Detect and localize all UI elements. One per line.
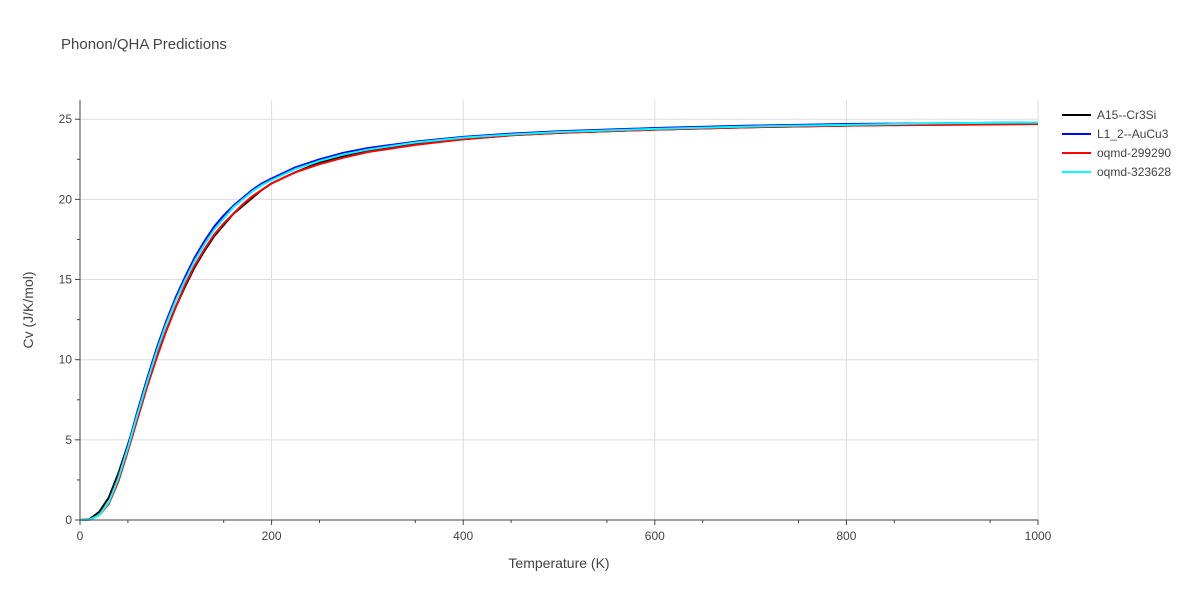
x-tick-label: 200 bbox=[262, 529, 282, 543]
x-tick-label: 0 bbox=[77, 529, 84, 543]
x-tick-label: 400 bbox=[453, 529, 473, 543]
legend: A15--Cr3Si L1_2--AuCu3 oqmd-299290 oqmd-323… bbox=[1062, 108, 1171, 179]
x-ticks: 0 200 400 600 800 1000 bbox=[77, 520, 1052, 543]
y-tick-label: 25 bbox=[59, 112, 73, 126]
axes bbox=[79, 100, 1038, 521]
y-tick-label: 5 bbox=[65, 433, 72, 447]
x-tick-label: 600 bbox=[645, 529, 665, 543]
legend-label: oqmd-299290 bbox=[1097, 146, 1171, 160]
x-tick-label: 800 bbox=[836, 529, 856, 543]
grid-lines bbox=[80, 100, 1039, 520]
y-tick-label: 10 bbox=[59, 353, 73, 367]
y-ticks: 0 5 10 15 20 25 bbox=[59, 112, 80, 527]
x-tick-label: 1000 bbox=[1025, 529, 1052, 543]
y-axis-title: Cv (J/K/mol) bbox=[20, 272, 36, 349]
legend-label: L1_2--AuCu3 bbox=[1097, 127, 1169, 141]
y-tick-label: 15 bbox=[59, 273, 73, 287]
chart-title: Phonon/QHA Predictions bbox=[61, 36, 227, 53]
legend-label: A15--Cr3Si bbox=[1097, 108, 1156, 122]
y-tick-label: 20 bbox=[59, 192, 73, 206]
series-line-L1_2--AuCu3 bbox=[79, 121, 1039, 521]
series-line-oqmd-323628 bbox=[79, 121, 1039, 521]
legend-label: oqmd-323628 bbox=[1097, 165, 1171, 179]
series-line-A15--Cr3Si bbox=[79, 122, 1039, 521]
plot-series bbox=[79, 121, 1039, 521]
x-axis-title: Temperature (K) bbox=[508, 555, 609, 571]
y-tick-label: 0 bbox=[65, 513, 72, 527]
series-line-oqmd-299290 bbox=[79, 123, 1039, 521]
